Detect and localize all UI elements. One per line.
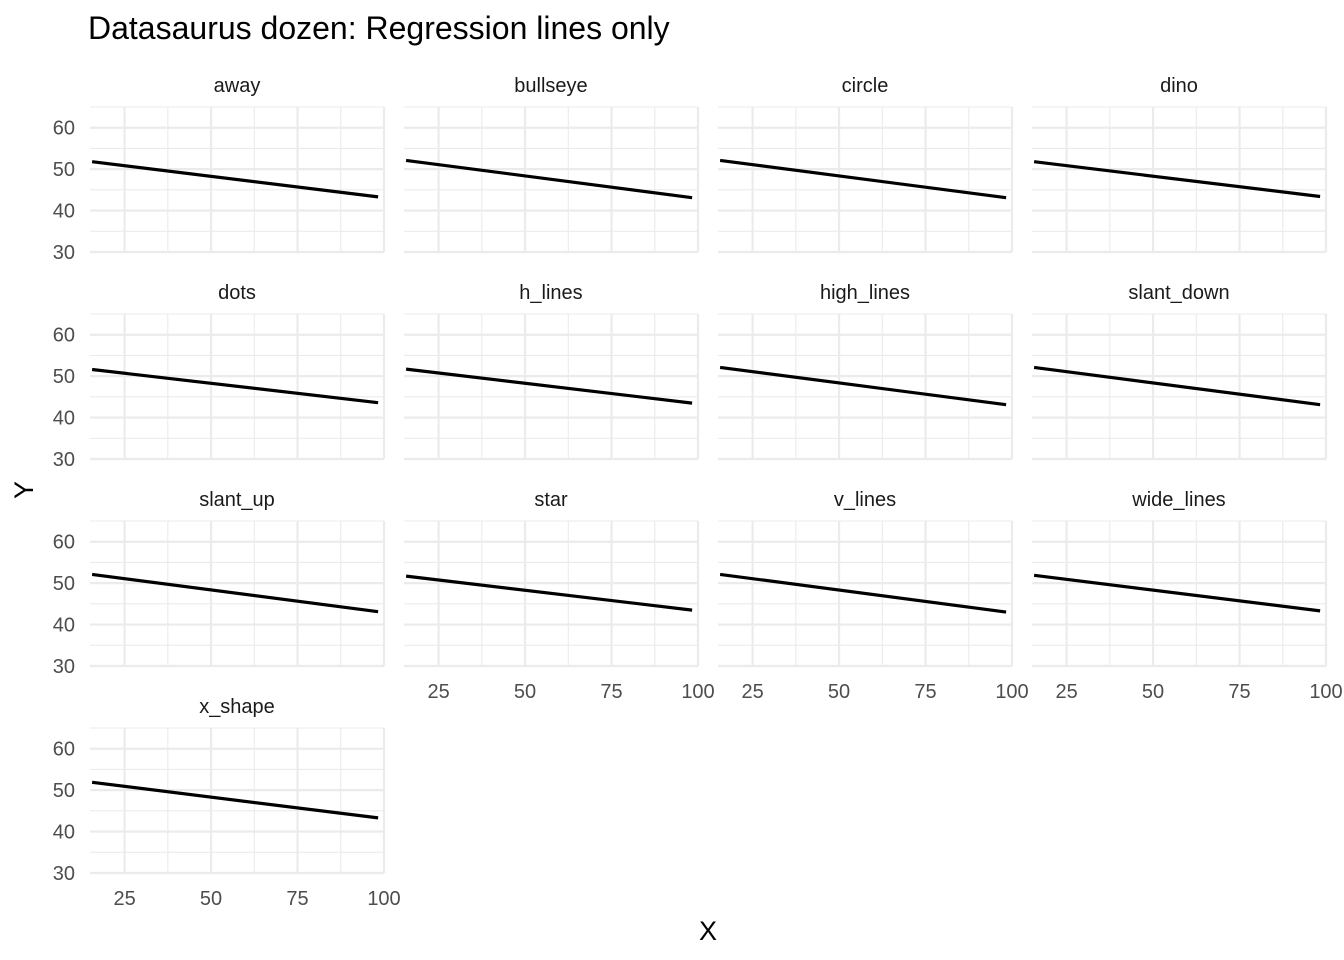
regression-line-slant_down (1033, 365, 1321, 407)
x-tick-label: 100 (995, 681, 1028, 703)
facet-label: circle (842, 75, 889, 97)
y-tick-label: 50 (53, 366, 75, 388)
y-tick-label: 50 (53, 159, 75, 181)
x-tick-label: 75 (286, 888, 308, 910)
facet-label: high_lines (820, 282, 910, 304)
x-tick-label: 100 (681, 681, 714, 703)
x-tick-label: 75 (1228, 681, 1250, 703)
facet-panel-x_shape: x_shape 30 40 50 60 25 50 75 100 (53, 696, 401, 910)
facet-label: dino (1160, 75, 1198, 97)
y-tick-label: 30 (53, 242, 75, 264)
regression-line-slant_up (91, 572, 379, 614)
facet-label: bullseye (514, 75, 587, 97)
facet-panel-bullseye: bullseye (404, 75, 700, 254)
facet-label: slant_up (199, 489, 275, 511)
facet-label: away (214, 75, 261, 97)
x-tick-label: 50 (200, 888, 222, 910)
facet-panel-slant_up: slant_up 30 40 50 60 (53, 489, 386, 678)
facet-label: v_lines (834, 489, 896, 511)
regression-line-circle (719, 158, 1007, 200)
x-tick-label: 25 (741, 681, 763, 703)
regression-line-v_lines (719, 572, 1007, 614)
y-tick-label: 30 (53, 863, 75, 885)
facet-panel-h_lines: h_lines (404, 282, 700, 461)
y-tick-label: 40 (53, 201, 75, 223)
facet-label: slant_down (1128, 282, 1229, 304)
y-tick-label: 40 (53, 408, 75, 430)
x-axis-title: X (699, 916, 717, 946)
facet-label: star (534, 489, 568, 511)
facet-panel-star: star 25 50 75 100 (404, 489, 715, 703)
y-tick-label: 60 (53, 325, 75, 347)
x-tick-label: 100 (367, 888, 400, 910)
y-tick-label: 60 (53, 739, 75, 761)
y-tick-label: 40 (53, 615, 75, 637)
y-tick-label: 60 (53, 532, 75, 554)
facet-label: wide_lines (1131, 489, 1225, 511)
x-tick-label: 25 (113, 888, 135, 910)
regression-line-h_lines (405, 367, 693, 405)
regression-line-high_lines (719, 365, 1007, 407)
x-tick-label: 75 (600, 681, 622, 703)
regression-line-x_shape (91, 780, 379, 820)
y-tick-label: 30 (53, 449, 75, 471)
regression-line-dino (1033, 160, 1321, 199)
facet-panel-dino: dino (1032, 75, 1328, 254)
facet-panels: away 30 40 50 60 bullseye circle dino dots 30 40 50… (53, 75, 1343, 910)
facet-label: dots (218, 282, 256, 304)
x-tick-label: 50 (828, 681, 850, 703)
facet-panel-dots: dots 30 40 50 60 (53, 282, 386, 471)
x-tick-label: 50 (1142, 681, 1164, 703)
facet-label: x_shape (199, 696, 275, 718)
x-tick-label: 50 (514, 681, 536, 703)
y-tick-label: 50 (53, 780, 75, 802)
regression-line-star (405, 574, 693, 612)
facet-panel-wide_lines: wide_lines 25 50 75 100 (1032, 489, 1343, 703)
x-tick-label: 25 (1055, 681, 1077, 703)
x-tick-label: 25 (427, 681, 449, 703)
y-tick-label: 40 (53, 822, 75, 844)
facet-label: h_lines (519, 282, 582, 304)
y-axis-title: Y (9, 481, 39, 499)
regression-line-dots (91, 367, 379, 405)
y-tick-label: 50 (53, 573, 75, 595)
x-tick-label: 100 (1309, 681, 1342, 703)
y-tick-label: 30 (53, 656, 75, 678)
facet-panel-away: away 30 40 50 60 (53, 75, 386, 264)
regression-line-bullseye (405, 158, 693, 200)
regression-line-away (91, 160, 379, 199)
y-tick-label: 60 (53, 118, 75, 140)
x-tick-label: 75 (914, 681, 936, 703)
facet-panel-v_lines: v_lines 25 50 75 100 (718, 489, 1029, 703)
facet-panel-circle: circle (718, 75, 1014, 254)
facet-panel-high_lines: high_lines (718, 282, 1014, 461)
regression-line-wide_lines (1033, 573, 1321, 613)
chart-title: Datasaurus dozen: Regression lines only (88, 10, 670, 46)
facet-panel-slant_down: slant_down (1032, 282, 1328, 461)
